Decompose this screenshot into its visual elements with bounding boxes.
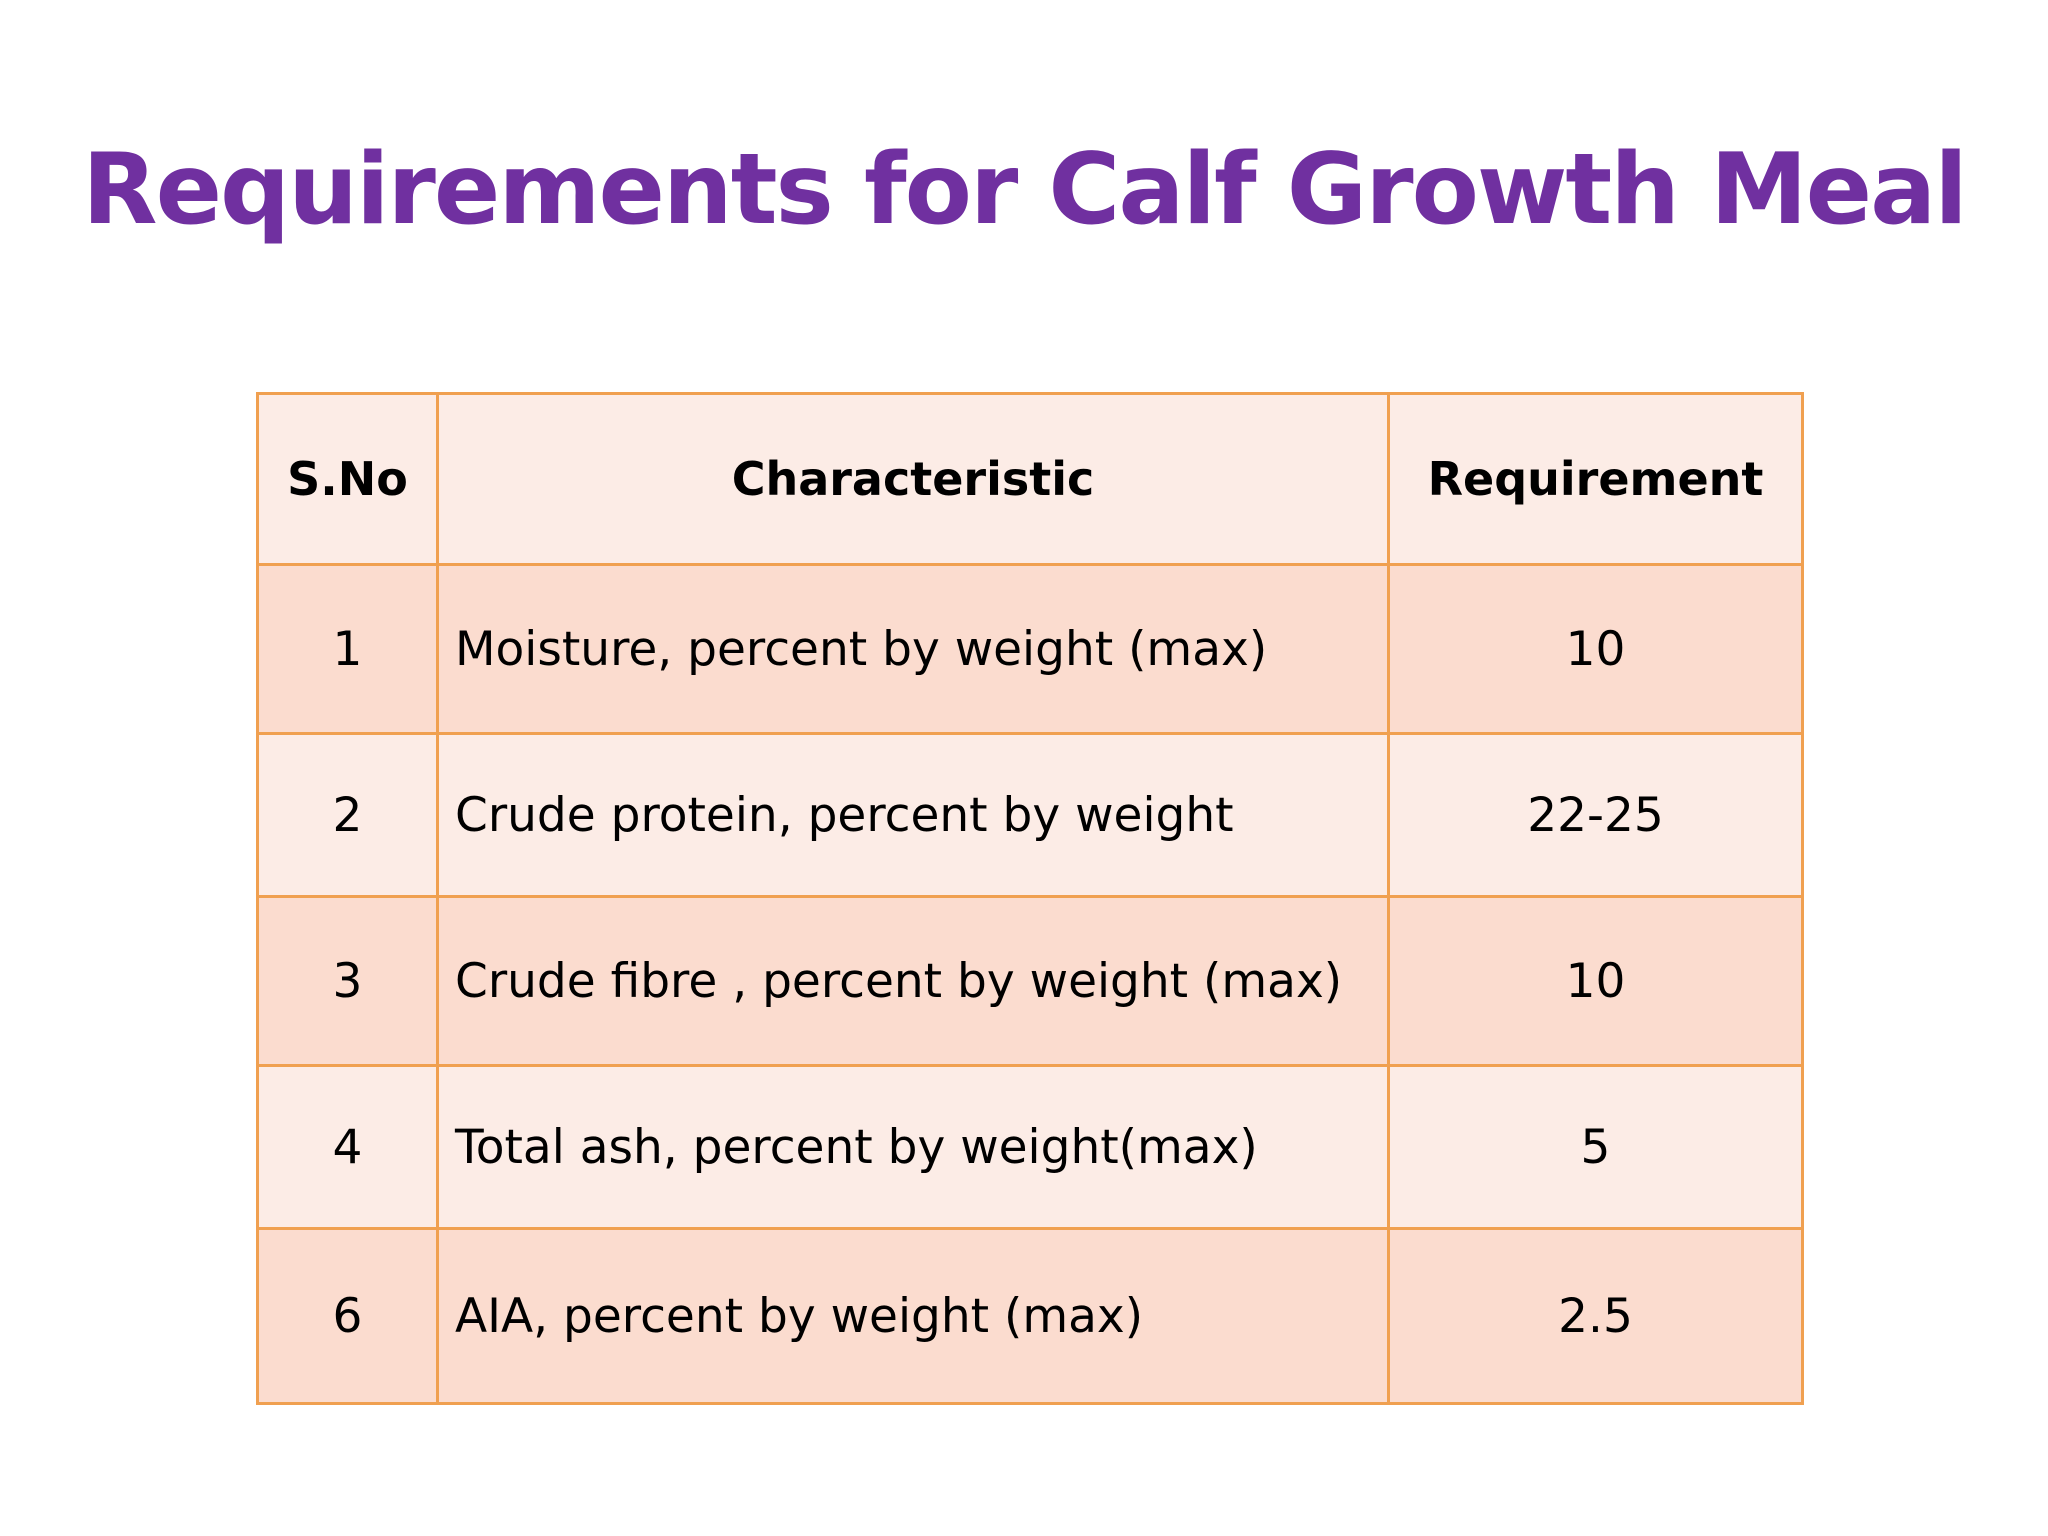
cell-requirement: 2.5 bbox=[1387, 1227, 1804, 1405]
cell-requirement: 5 bbox=[1387, 1064, 1804, 1230]
column-header-sno: S.No bbox=[256, 392, 439, 566]
requirements-table: S.No Characteristic Requirement 1 Moistu… bbox=[256, 392, 1804, 1405]
cell-characteristic: Crude protein, percent by weight bbox=[436, 732, 1390, 898]
cell-sno: 6 bbox=[256, 1227, 439, 1405]
cell-characteristic: Moisture, percent by weight (max) bbox=[436, 563, 1390, 735]
table-row: 2 Crude protein, percent by weight 22-25 bbox=[256, 732, 1804, 898]
slide-title: Requirements for Calf Growth Meal bbox=[82, 133, 1968, 247]
table-header-row: S.No Characteristic Requirement bbox=[256, 392, 1804, 566]
cell-sno: 1 bbox=[256, 563, 439, 735]
table-row: 1 Moisture, percent by weight (max) 10 bbox=[256, 563, 1804, 735]
cell-sno: 4 bbox=[256, 1064, 439, 1230]
cell-sno: 2 bbox=[256, 732, 439, 898]
cell-requirement: 22-25 bbox=[1387, 732, 1804, 898]
cell-requirement: 10 bbox=[1387, 563, 1804, 735]
cell-sno: 3 bbox=[256, 895, 439, 1067]
cell-characteristic: Crude fibre , percent by weight (max) bbox=[436, 895, 1390, 1067]
cell-characteristic: Total ash, percent by weight(max) bbox=[436, 1064, 1390, 1230]
table-row: 4 Total ash, percent by weight(max) 5 bbox=[256, 1064, 1804, 1230]
table-row: 6 AIA, percent by weight (max) 2.5 bbox=[256, 1227, 1804, 1405]
column-header-requirement: Requirement bbox=[1387, 392, 1804, 566]
cell-characteristic: AIA, percent by weight (max) bbox=[436, 1227, 1390, 1405]
column-header-characteristic: Characteristic bbox=[436, 392, 1390, 566]
cell-requirement: 10 bbox=[1387, 895, 1804, 1067]
table-row: 3 Crude fibre , percent by weight (max) … bbox=[256, 895, 1804, 1067]
